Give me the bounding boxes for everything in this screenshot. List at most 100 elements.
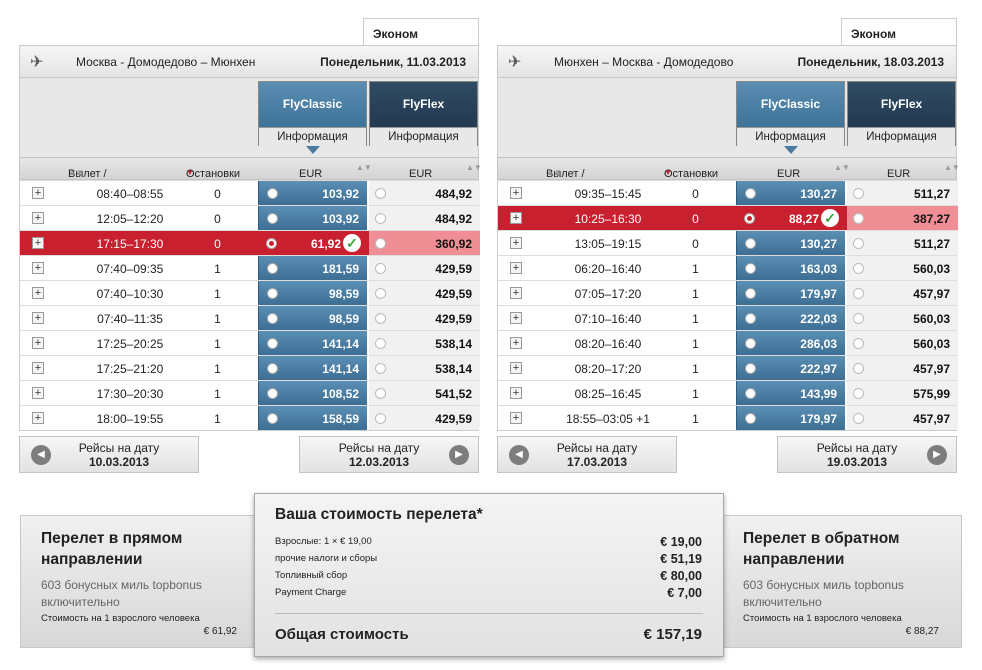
price-flyclassic[interactable]: 222,03 — [736, 306, 845, 330]
sort-icon[interactable]: ▲▼ — [834, 163, 850, 172]
fare-flyclassic-info-link[interactable]: Информация — [737, 127, 844, 146]
expand-icon[interactable]: + — [32, 262, 44, 274]
price-flyflex[interactable]: 538,14 — [369, 331, 480, 355]
price-flyclassic[interactable]: 222,97 — [736, 356, 845, 380]
expand-icon[interactable]: + — [510, 362, 522, 374]
flight-row[interactable]: +09:35–15:45 0 130,27 511,27 — [498, 180, 958, 205]
fare-flyflex[interactable]: FlyFlex Информация — [847, 81, 956, 146]
price-flyclassic[interactable]: 179,97 — [736, 406, 845, 430]
sort-icon[interactable]: ▲▼ — [356, 163, 372, 172]
price-flyflex[interactable]: 484,92 — [369, 181, 480, 205]
fare-radio[interactable] — [375, 288, 386, 299]
flight-row[interactable]: +07:10–16:40 1 222,03 560,03 — [498, 305, 958, 330]
price-flyclassic[interactable]: 163,03 — [736, 256, 845, 280]
fare-radio[interactable] — [267, 338, 278, 349]
price-flyflex[interactable]: 560,03 — [847, 331, 958, 355]
economy-tab[interactable]: Эконом — [363, 18, 479, 46]
fare-radio[interactable] — [267, 288, 278, 299]
expand-icon[interactable]: + — [510, 312, 522, 324]
expand-icon[interactable]: + — [32, 237, 44, 249]
price-flyclassic[interactable]: 179,97 — [736, 281, 845, 305]
fare-radio[interactable] — [853, 263, 864, 274]
fare-flyflex-info-link[interactable]: Информация — [848, 127, 955, 146]
next-day-button[interactable]: Рейсы на дату 12.03.2013 ▶ — [299, 436, 479, 473]
price-flyflex[interactable]: 457,97 — [847, 356, 958, 380]
price-flyclassic[interactable]: 141,14 — [258, 331, 367, 355]
fare-radio[interactable] — [375, 188, 386, 199]
price-flyclassic[interactable]: 103,92 — [258, 181, 367, 205]
fare-radio[interactable] — [853, 388, 864, 399]
price-flyclassic[interactable]: 158,59 — [258, 406, 367, 430]
fare-radio[interactable] — [267, 188, 278, 199]
fare-radio[interactable] — [853, 213, 864, 224]
expand-icon[interactable]: + — [32, 187, 44, 199]
fare-radio[interactable] — [267, 413, 278, 424]
fare-radio[interactable] — [745, 388, 756, 399]
flight-row[interactable]: +08:20–16:40 1 286,03 560,03 — [498, 330, 958, 355]
flight-row[interactable]: +08:25–16:45 1 143,99 575,99 — [498, 380, 958, 405]
price-flyflex[interactable]: 484,92 — [369, 206, 480, 230]
price-flyclassic[interactable]: 130,27 — [736, 181, 845, 205]
expand-icon[interactable]: + — [32, 362, 44, 374]
price-flyflex[interactable]: 511,27 — [847, 181, 958, 205]
fare-radio[interactable] — [745, 238, 756, 249]
flight-row[interactable]: +18:55–03:05 +1 1 179,97 457,97 — [498, 405, 958, 430]
fare-flyclassic-info-link[interactable]: Информация — [259, 127, 366, 146]
price-flyflex[interactable]: 360,92 — [369, 231, 480, 255]
price-flyflex[interactable]: 560,03 — [847, 256, 958, 280]
expand-icon[interactable]: + — [32, 287, 44, 299]
fare-radio[interactable] — [853, 188, 864, 199]
fare-flyflex-info-link[interactable]: Информация — [370, 127, 477, 146]
fare-radio[interactable] — [745, 188, 756, 199]
flight-row[interactable]: +06:20–16:40 1 163,03 560,03 — [498, 255, 958, 280]
price-flyclassic[interactable]: 286,03 — [736, 331, 845, 355]
expand-icon[interactable]: + — [510, 212, 522, 224]
expand-icon[interactable]: + — [32, 387, 44, 399]
sort-icon[interactable]: ▲▼ — [466, 163, 482, 172]
fare-radio[interactable] — [375, 313, 386, 324]
flight-row[interactable]: +07:40–09:35 1 181,59 429,59 — [20, 255, 480, 280]
price-flyclassic[interactable]: 98,59 — [258, 306, 367, 330]
fare-radio[interactable] — [853, 413, 864, 424]
price-flyflex[interactable]: 560,03 — [847, 306, 958, 330]
fare-radio[interactable] — [267, 263, 278, 274]
expand-icon[interactable]: + — [510, 237, 522, 249]
flight-row[interactable]: +08:20–17:20 1 222,97 457,97 — [498, 355, 958, 380]
expand-icon[interactable]: + — [510, 287, 522, 299]
fare-radio[interactable] — [375, 263, 386, 274]
flight-row[interactable]: +17:30–20:30 1 108,52 541,52 — [20, 380, 480, 405]
expand-icon[interactable]: + — [510, 412, 522, 424]
fare-radio[interactable] — [745, 288, 756, 299]
fare-flyclassic[interactable]: FlyClassic Информация — [258, 81, 367, 146]
price-flyflex[interactable]: 387,27 — [847, 206, 958, 230]
expand-icon[interactable]: + — [510, 387, 522, 399]
price-flyclassic[interactable]: 141,14 — [258, 356, 367, 380]
flight-row[interactable]: +07:40–10:30 1 98,59 429,59 — [20, 280, 480, 305]
flight-row[interactable]: +17:25–21:20 1 141,14 538,14 — [20, 355, 480, 380]
price-flyclassic[interactable]: 143,99 — [736, 381, 845, 405]
fare-radio[interactable] — [375, 338, 386, 349]
prev-day-button[interactable]: ◀ Рейсы на дату 17.03.2013 — [497, 436, 677, 473]
flight-row[interactable]: +07:40–11:35 1 98,59 429,59 — [20, 305, 480, 330]
fare-radio[interactable] — [745, 313, 756, 324]
flight-row[interactable]: +17:15–17:30 0 61,92 ✓ 360,92 — [20, 230, 480, 255]
price-flyflex[interactable]: 457,97 — [847, 406, 958, 430]
fare-radio[interactable] — [853, 238, 864, 249]
expand-icon[interactable]: + — [32, 412, 44, 424]
flight-row[interactable]: +08:40–08:55 0 103,92 484,92 — [20, 180, 480, 205]
flight-row[interactable]: +07:05–17:20 1 179,97 457,97 — [498, 280, 958, 305]
fare-radio[interactable] — [267, 388, 278, 399]
price-flyflex[interactable]: 575,99 — [847, 381, 958, 405]
fare-flyclassic[interactable]: FlyClassic Информация — [736, 81, 845, 146]
fare-radio[interactable] — [267, 313, 278, 324]
price-flyflex[interactable]: 541,52 — [369, 381, 480, 405]
expand-icon[interactable]: + — [510, 337, 522, 349]
fare-radio[interactable] — [745, 363, 756, 374]
sort-icon[interactable]: ▲▼ — [944, 163, 960, 172]
price-flyclassic[interactable]: 108,52 — [258, 381, 367, 405]
price-flyclassic[interactable]: 181,59 — [258, 256, 367, 280]
flight-row[interactable]: +17:25–20:25 1 141,14 538,14 — [20, 330, 480, 355]
fare-radio[interactable] — [267, 213, 278, 224]
fare-radio[interactable] — [375, 238, 386, 249]
prev-day-button[interactable]: ◀ Рейсы на дату 10.03.2013 — [19, 436, 199, 473]
